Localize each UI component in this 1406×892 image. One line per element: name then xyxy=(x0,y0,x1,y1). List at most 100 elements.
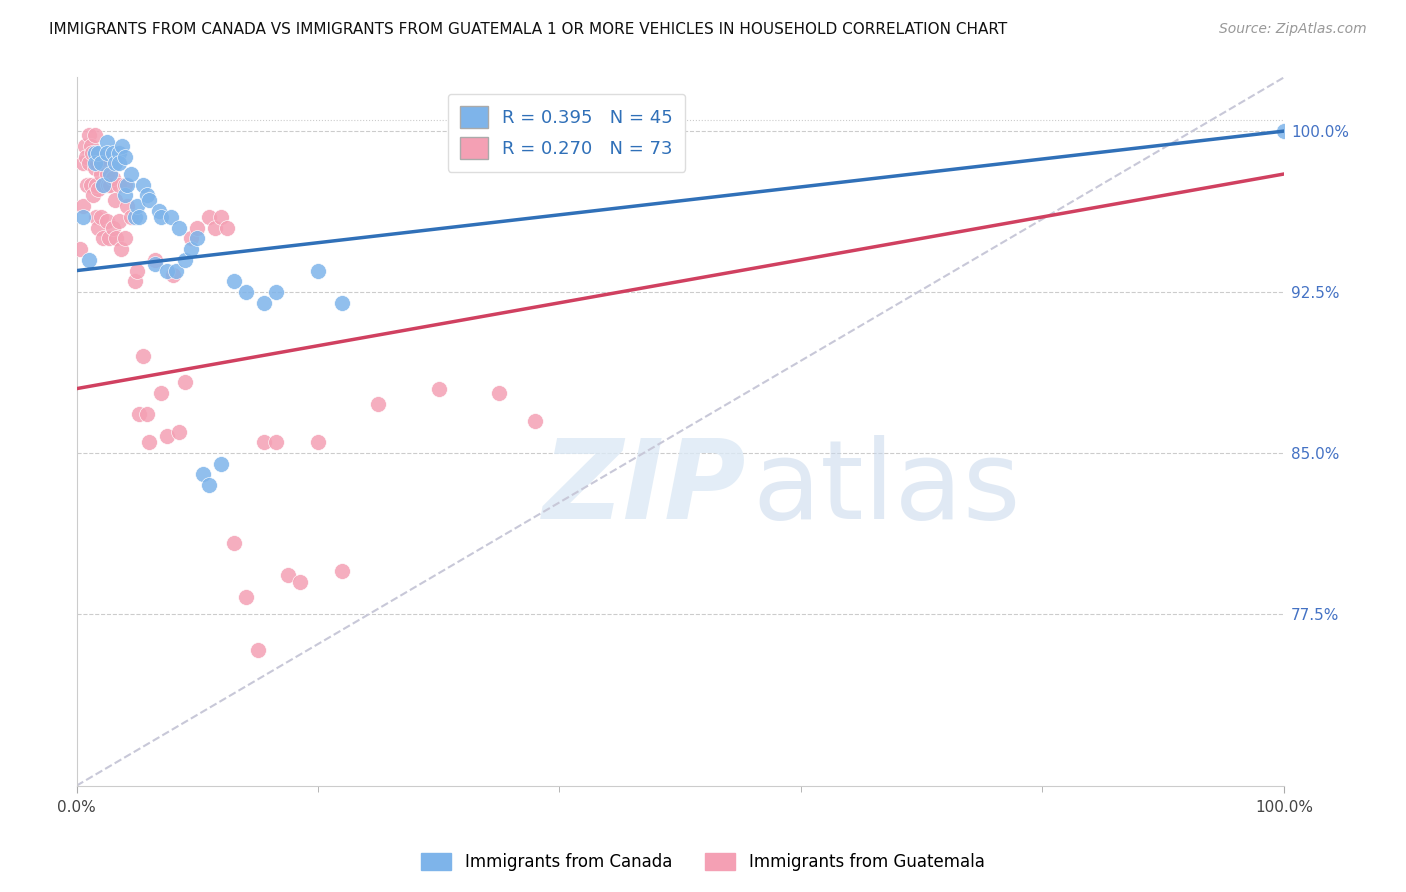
Point xyxy=(114,150,136,164)
Point xyxy=(75,150,97,164)
Point xyxy=(330,295,353,310)
Point xyxy=(132,178,155,192)
Point xyxy=(167,220,190,235)
Point xyxy=(186,231,208,245)
Point xyxy=(186,220,208,235)
Point xyxy=(91,178,114,192)
Point xyxy=(114,231,136,245)
Text: Source: ZipAtlas.com: Source: ZipAtlas.com xyxy=(1219,22,1367,37)
Point xyxy=(138,435,160,450)
Point xyxy=(96,167,118,181)
Point xyxy=(193,467,215,482)
Point xyxy=(105,231,128,245)
Point xyxy=(524,414,547,428)
Point xyxy=(83,128,105,143)
Point xyxy=(138,193,160,207)
Point xyxy=(162,268,184,282)
Point xyxy=(108,145,131,160)
Point xyxy=(156,429,179,443)
Point xyxy=(253,435,276,450)
Point xyxy=(104,193,127,207)
Point xyxy=(180,231,202,245)
Point xyxy=(108,214,131,228)
Point xyxy=(87,145,110,160)
Point xyxy=(96,135,118,149)
Point xyxy=(120,167,142,181)
Point xyxy=(264,285,287,299)
Point xyxy=(93,156,115,170)
Point xyxy=(114,178,136,192)
Point xyxy=(217,220,239,235)
Point xyxy=(86,156,108,170)
Point xyxy=(108,178,131,192)
Point xyxy=(307,263,329,277)
Point xyxy=(132,350,155,364)
Point xyxy=(235,590,257,604)
Point xyxy=(98,231,121,245)
Point xyxy=(77,156,100,170)
Point xyxy=(198,210,221,224)
Point xyxy=(101,171,124,186)
Point xyxy=(90,210,112,224)
Point xyxy=(128,210,150,224)
Point xyxy=(222,274,245,288)
Point xyxy=(76,178,98,192)
Point xyxy=(90,167,112,181)
Point xyxy=(90,150,112,164)
Point xyxy=(174,252,197,267)
Point xyxy=(83,156,105,170)
Legend: Immigrants from Canada, Immigrants from Guatemala: Immigrants from Canada, Immigrants from … xyxy=(413,845,993,880)
Point xyxy=(120,210,142,224)
Point xyxy=(117,178,139,192)
Point xyxy=(307,435,329,450)
Point xyxy=(117,199,139,213)
Point xyxy=(110,242,132,256)
Point xyxy=(104,156,127,170)
Point xyxy=(124,274,146,288)
Point xyxy=(89,150,111,164)
Point xyxy=(209,457,232,471)
Point xyxy=(80,139,103,153)
Point xyxy=(125,199,148,213)
Point xyxy=(143,257,166,271)
Point xyxy=(209,210,232,224)
Text: atlas: atlas xyxy=(752,434,1021,541)
Point xyxy=(235,285,257,299)
Point xyxy=(253,295,276,310)
Point xyxy=(101,220,124,235)
Point xyxy=(124,210,146,224)
Point xyxy=(101,145,124,160)
Point xyxy=(98,178,121,192)
Point xyxy=(277,568,299,582)
Point xyxy=(150,385,173,400)
Point xyxy=(82,145,104,160)
Point xyxy=(204,220,226,235)
Point xyxy=(84,178,107,192)
Point xyxy=(367,397,389,411)
Point xyxy=(83,145,105,160)
Point xyxy=(83,161,105,175)
Point xyxy=(84,210,107,224)
Point xyxy=(288,574,311,589)
Point xyxy=(87,182,110,196)
Point xyxy=(174,375,197,389)
Point xyxy=(198,478,221,492)
Point xyxy=(159,210,181,224)
Point xyxy=(80,178,103,192)
Point xyxy=(69,242,91,256)
Point xyxy=(150,210,173,224)
Point xyxy=(135,188,157,202)
Point xyxy=(143,252,166,267)
Point xyxy=(77,128,100,143)
Point xyxy=(111,139,134,153)
Point xyxy=(114,188,136,202)
Point xyxy=(330,564,353,578)
Point xyxy=(77,252,100,267)
Point xyxy=(1272,124,1295,138)
Point xyxy=(108,156,131,170)
Text: IMMIGRANTS FROM CANADA VS IMMIGRANTS FROM GUATEMALA 1 OR MORE VEHICLES IN HOUSEH: IMMIGRANTS FROM CANADA VS IMMIGRANTS FRO… xyxy=(49,22,1008,37)
Point xyxy=(246,643,269,657)
Point xyxy=(96,214,118,228)
Point xyxy=(488,385,510,400)
Point xyxy=(222,536,245,550)
